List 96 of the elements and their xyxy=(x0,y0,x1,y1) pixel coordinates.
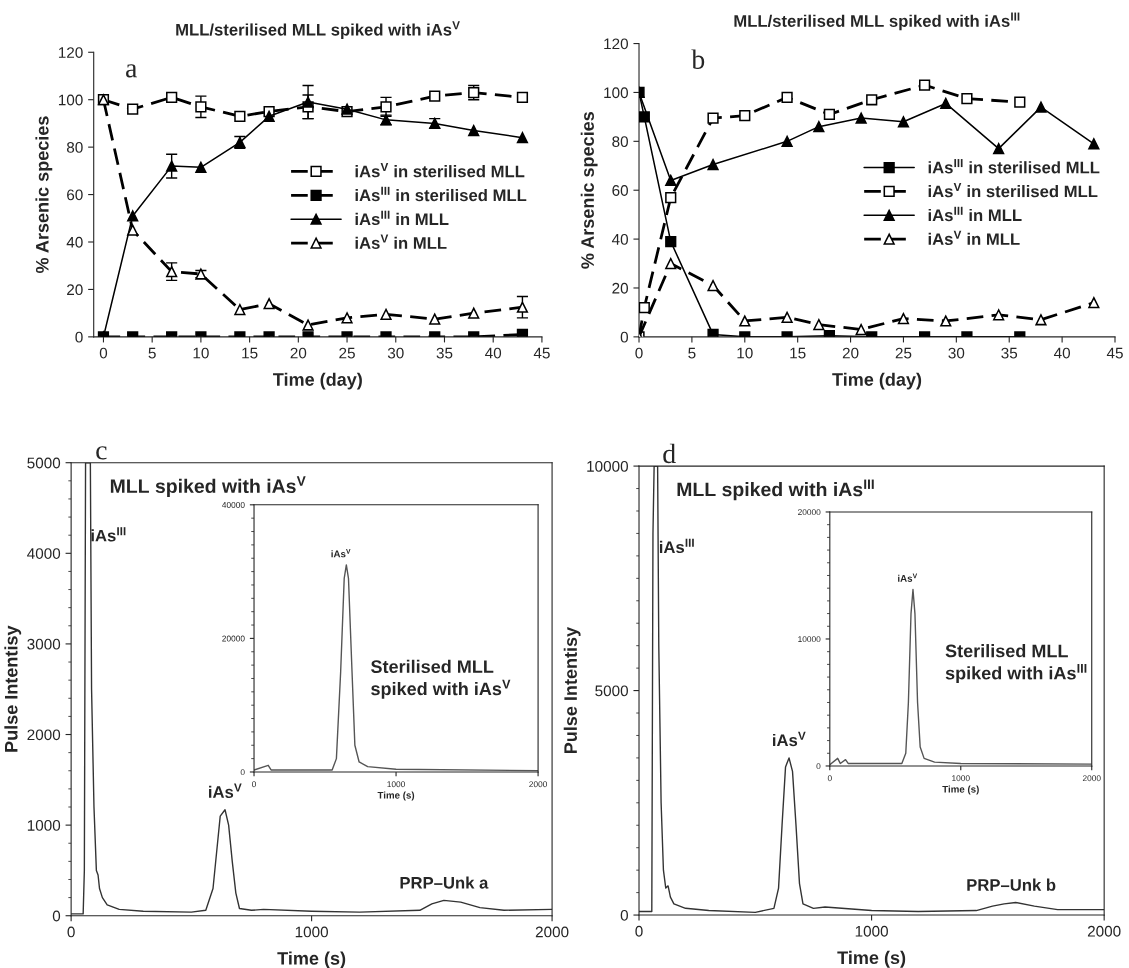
y-tick-label: 40000 xyxy=(222,502,245,508)
annotation: iAs$^{V}$ xyxy=(773,731,806,747)
y-tick-label: 100 xyxy=(58,94,83,106)
x-tick-label: 10 xyxy=(193,347,209,359)
x-tick-label: 35 xyxy=(1001,347,1018,359)
y-tick-label: 20000 xyxy=(798,509,821,516)
legend-label: iAs$^{III}$ in MLL xyxy=(355,210,449,226)
legend-label: iAs$^{V}$ in MLL xyxy=(355,234,447,249)
y-axis-title: % Arsenic species xyxy=(580,112,598,269)
x-axis-title: Time (s) xyxy=(837,950,906,968)
x-axis-title: Time (s) xyxy=(942,785,979,795)
annotation: iAs$^{V}$ xyxy=(331,548,351,558)
x-axis-title: Time (day) xyxy=(832,372,922,390)
x-tick-label: 0 xyxy=(827,775,832,782)
x-tick-label: 0 xyxy=(99,347,108,359)
x-tick-label: 15 xyxy=(790,347,806,359)
y-tick-label: 5000 xyxy=(595,685,628,697)
x-tick-label: 30 xyxy=(387,347,404,359)
y-tick-label: 10000 xyxy=(587,460,628,472)
text: MLL spiked with iAs$^{V}$ xyxy=(110,476,306,497)
x-tick-label: 15 xyxy=(242,347,258,359)
y-tick-label: 120 xyxy=(604,38,628,50)
text: MLL spiked with iAs$^{III}$ xyxy=(677,479,874,501)
y-tick-label: 4000 xyxy=(27,548,61,559)
y-axis-title: Pulse Intentisy xyxy=(563,626,581,754)
x-tick-label: 1000 xyxy=(387,781,405,788)
x-tick-label: 35 xyxy=(436,347,453,359)
x-tick-label: 45 xyxy=(1106,347,1123,359)
y-tick-label: 20 xyxy=(612,282,628,294)
y-tick-label: 0 xyxy=(816,763,821,770)
legend-label: iAs$^{V}$ in MLL xyxy=(928,230,1020,246)
x-tick-label: 25 xyxy=(895,347,912,359)
y-tick-label: 0 xyxy=(620,909,628,921)
x-tick-label: 0 xyxy=(635,347,643,359)
x-tick-label: 1000 xyxy=(952,775,970,782)
y-tick-label: 40 xyxy=(611,233,628,245)
y-tick-label: 100 xyxy=(604,87,628,99)
x-tick-label: 0 xyxy=(635,925,643,937)
y-tick-label: 0 xyxy=(52,910,61,922)
legend-label: iAs$^{III}$ in MLL xyxy=(928,206,1022,222)
y-axis-title: Pulse Intentisy xyxy=(4,625,22,752)
x-tick-label: 2000 xyxy=(535,926,569,938)
y-axis-title: % Arsenic species xyxy=(35,116,53,274)
annotation: a xyxy=(126,64,138,78)
annotation: b xyxy=(691,49,705,69)
y-tick-label: 60 xyxy=(612,185,628,196)
y-tick-label: 20 xyxy=(67,284,83,296)
x-tick-label: 30 xyxy=(948,347,965,359)
annotation: iAs$^{V}$ xyxy=(898,573,918,582)
chart-title: MLL/sterilised MLL spiked with iAs$^{III}$ xyxy=(734,12,1020,31)
y-tick-label: 80 xyxy=(612,136,628,148)
x-tick-label: 45 xyxy=(533,347,550,359)
x-tick-label: 40 xyxy=(485,347,502,359)
y-tick-label: 60 xyxy=(67,189,83,201)
y-tick-label: 5000 xyxy=(27,457,61,469)
x-axis-title: Time (day) xyxy=(273,372,362,390)
x-tick-label: 2000 xyxy=(529,781,548,788)
annotation: iAs$^{V}$ xyxy=(209,783,242,798)
x-tick-label: 5 xyxy=(148,347,156,359)
x-tick-label: 2000 xyxy=(1087,925,1121,937)
legend-label: iAs$^{III}$ in sterilised MLL xyxy=(928,159,1100,174)
y-tick-label: 80 xyxy=(66,142,83,153)
chart-title: MLL/sterilised MLL spiked with iAs$^{V}$ xyxy=(176,21,460,39)
text: d xyxy=(663,443,676,464)
y-tick-label: 40 xyxy=(66,236,83,248)
x-axis-title: Time (s) xyxy=(377,791,415,801)
x-tick-label: 40 xyxy=(1053,347,1071,359)
x-axis-title: Time (s) xyxy=(277,951,346,968)
y-tick-label: 2000 xyxy=(27,729,61,741)
y-tick-label: 1000 xyxy=(27,819,61,831)
annotation: PRP–Unk a xyxy=(400,876,489,889)
x-tick-label: 20 xyxy=(290,347,307,359)
y-tick-label: 20000 xyxy=(222,635,245,642)
y-tick-label: 0 xyxy=(240,769,245,776)
annotation: iAs$^{III}$ xyxy=(659,538,694,554)
x-tick-label: 10 xyxy=(737,347,753,359)
x-tick-label: 0 xyxy=(252,781,257,788)
x-tick-label: 1000 xyxy=(855,925,888,937)
annotation: PRP–Unk b xyxy=(967,878,1056,891)
legend-label: iAs$^{V}$ in sterilised MLL xyxy=(355,162,525,178)
x-tick-label: 2000 xyxy=(1082,775,1101,782)
annotation: Sterilised MLL spiked with iAs$^{III}$ xyxy=(945,644,1087,684)
x-tick-label: 25 xyxy=(339,347,355,359)
y-tick-label: 120 xyxy=(58,47,83,58)
x-tick-label: 5 xyxy=(688,347,696,359)
x-tick-label: 20 xyxy=(842,347,859,359)
x-tick-label: 1000 xyxy=(295,926,328,938)
annotation: iAs$^{III}$ xyxy=(91,527,126,542)
y-tick-label: 0 xyxy=(75,331,83,343)
y-tick-label: 10000 xyxy=(798,636,821,643)
y-tick-label: 3000 xyxy=(27,638,61,650)
y-tick-label: 0 xyxy=(620,331,628,343)
legend-label: iAs$^{III}$ in sterilised MLL xyxy=(355,186,527,202)
annotation: Sterilised MLL spiked with iAs$^{V}$ xyxy=(371,659,511,699)
legend-label: iAs$^{V}$ in sterilised MLL xyxy=(928,182,1098,198)
text: c xyxy=(96,446,107,460)
